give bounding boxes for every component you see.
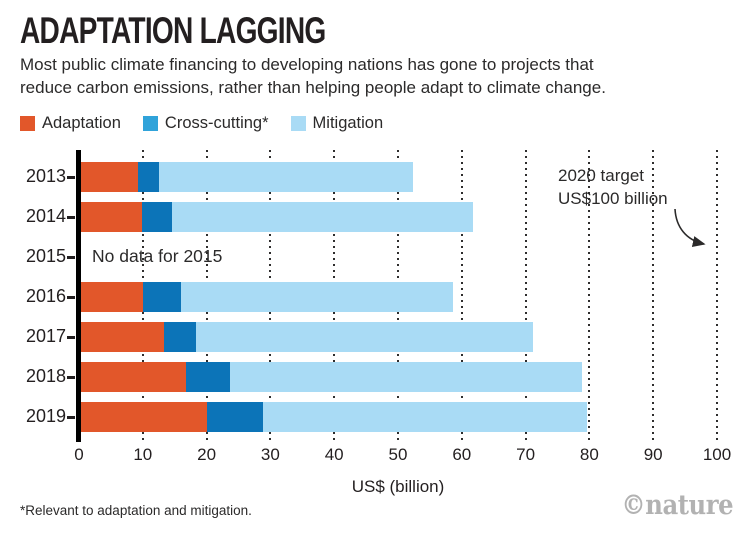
subtitle-line-2: reduce carbon emissions, rather than hel… [20, 78, 606, 97]
x-tick-label-90: 90 [643, 445, 663, 464]
bar-2016-crosscutting [143, 282, 182, 312]
bar-2019-crosscutting [207, 402, 263, 432]
legend-item-crosscutting: Cross-cutting* [142, 114, 269, 133]
x-tick-label-50: 50 [388, 445, 408, 464]
x-tick-label-60: 60 [452, 445, 472, 464]
legend-label: Adaptation [42, 114, 121, 132]
legend-item-adaptation: Adaptation [20, 114, 121, 133]
bar-2013-adaptation [79, 162, 139, 192]
x-tick-label-100: 100 [702, 445, 732, 464]
legend-label: Cross-cutting* [164, 114, 269, 132]
nature-logo: ©nature [621, 490, 733, 521]
bar-2017-adaptation [79, 322, 164, 352]
no-data-label: No data for 2015 [92, 246, 223, 266]
bar-2018-crosscutting [186, 362, 231, 392]
bar-2019-adaptation [79, 402, 208, 432]
subtitle-line-1: Most public climate financing to develop… [20, 55, 594, 74]
legend-item-mitigation: Mitigation [290, 114, 384, 133]
x-tick-label-40: 40 [324, 445, 344, 464]
x-axis-title: US$ (billion) [351, 477, 445, 496]
bar-2013-mitigation [158, 162, 413, 192]
chart-legend: Adaptation Cross-cutting* Mitigation [20, 114, 383, 133]
year-label-2015: 2015 [25, 246, 66, 266]
gridline-70 [524, 150, 527, 444]
y-tick-2014 [67, 216, 75, 219]
target-annotation-line-1: 2020 target [558, 166, 645, 185]
y-tick-2019 [67, 416, 75, 419]
bar-2016-mitigation [181, 282, 453, 312]
year-label-2017: 2017 [25, 326, 66, 346]
y-tick-2013 [67, 176, 75, 179]
y-axis-line [76, 150, 81, 442]
target-arrow-icon [674, 208, 706, 248]
bar-2018-mitigation [230, 362, 583, 392]
target-annotation-line-2: US$100 billion [558, 189, 668, 208]
y-tick-2018 [67, 376, 75, 379]
page-title: ADAPTATION LAGGING [20, 10, 326, 51]
bar-2014-adaptation [79, 202, 143, 232]
x-tick-label-30: 30 [260, 445, 280, 464]
y-tick-2017 [67, 336, 75, 339]
legend-swatch-icon [290, 116, 306, 131]
gridline-90 [652, 150, 655, 444]
year-label-2019: 2019 [25, 406, 66, 426]
year-label-2014: 2014 [25, 206, 66, 226]
x-tick-label-70: 70 [516, 445, 536, 464]
year-label-2018: 2018 [25, 366, 66, 386]
gridline-80 [588, 150, 591, 444]
x-tick-label-20: 20 [197, 445, 217, 464]
bar-2017-mitigation [196, 322, 534, 352]
x-tick-label-10: 10 [133, 445, 153, 464]
legend-label: Mitigation [312, 114, 384, 132]
legend-swatch-icon [142, 116, 158, 131]
bar-2016-adaptation [79, 282, 144, 312]
bar-2014-crosscutting [142, 202, 173, 232]
bar-2018-adaptation [79, 362, 187, 392]
gridline-100 [716, 150, 718, 444]
y-tick-2016 [67, 296, 75, 299]
footnote: *Relevant to adaptation and mitigation. [20, 503, 252, 518]
bar-2019-mitigation [262, 402, 587, 432]
bar-2017-crosscutting [163, 322, 197, 352]
bar-2013-crosscutting [138, 162, 159, 192]
bar-2014-mitigation [172, 202, 474, 232]
gridline-60 [460, 150, 463, 444]
year-label-2016: 2016 [25, 286, 66, 306]
year-label-2013: 2013 [25, 166, 66, 186]
legend-swatch-icon [20, 116, 35, 131]
x-tick-label-80: 80 [579, 445, 599, 464]
y-tick-2015 [67, 256, 75, 259]
x-tick-label-0: 0 [74, 445, 84, 464]
